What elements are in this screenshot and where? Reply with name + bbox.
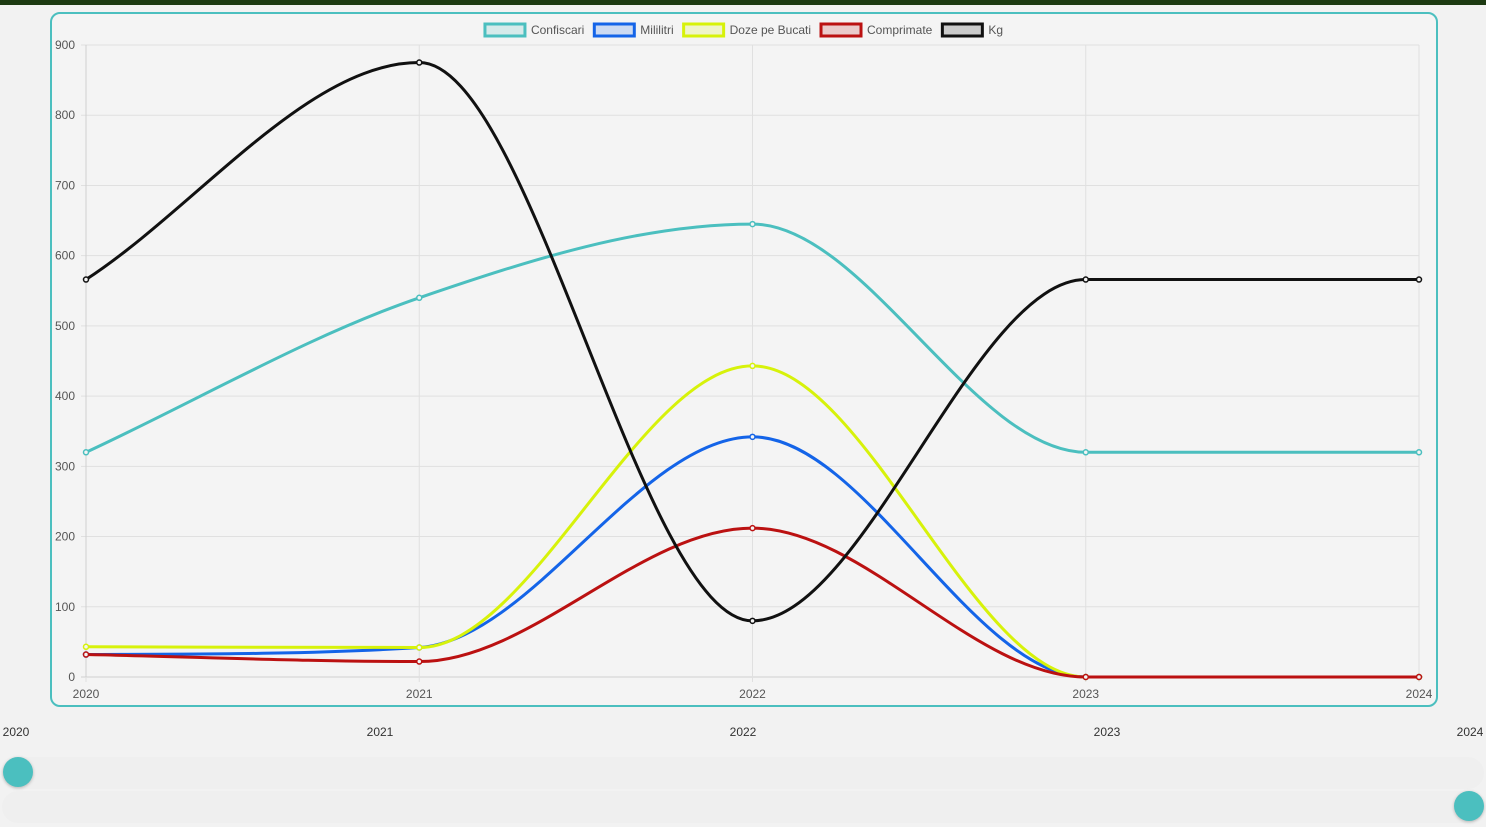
legend-label-comprimate: Comprimate — [867, 23, 933, 37]
x-tick-label-2020: 2020 — [73, 687, 100, 701]
point-comprimate-2024 — [1415, 673, 1423, 681]
point-kg-2022 — [749, 617, 756, 625]
y-tick-label-500: 500 — [55, 319, 75, 333]
point-mililitri-2022 — [749, 433, 756, 441]
legend-item-confiscari[interactable]: Confiscari — [483, 22, 584, 38]
point-kg-2021 — [416, 59, 423, 66]
legend-swatch-mililitri — [592, 22, 636, 38]
x-tick-label-2021: 2021 — [406, 687, 433, 701]
legend-swatch-kg — [940, 22, 984, 38]
point-confiscari-2021 — [416, 294, 423, 302]
point-doze-pe-bucati-2020 — [82, 643, 90, 651]
y-tick-label-0: 0 — [68, 670, 75, 684]
point-kg-2023 — [1082, 276, 1089, 283]
range-slider-min-handle[interactable] — [3, 757, 33, 787]
range-slider-max-track[interactable] — [2, 791, 1484, 823]
year-label-2022: 2022 — [729, 725, 757, 739]
y-tick-label-300: 300 — [55, 459, 75, 473]
series-line-kg — [85, 61, 1419, 623]
point-doze-pe-bucati-2022 — [749, 362, 756, 370]
x-tick-label-2022: 2022 — [739, 687, 766, 701]
legend-label-kg: Kg — [988, 23, 1003, 37]
x-tick-label-2023: 2023 — [1072, 687, 1099, 701]
point-comprimate-2021 — [416, 658, 423, 665]
year-scale: 2020 2021 2022 2023 2024 — [0, 725, 1486, 743]
legend-swatch-confiscari — [483, 22, 527, 38]
year-label-2020: 2020 — [2, 725, 30, 739]
legend-item-comprimate[interactable]: Comprimate — [819, 22, 933, 38]
point-kg-2024 — [1415, 276, 1423, 283]
y-tick-label-200: 200 — [55, 530, 75, 544]
line-chart: 0 100 200 300 400 500 600 700 800 900 2020 2021 2022… — [55, 22, 1433, 701]
y-tick-label-700: 700 — [55, 178, 75, 192]
year-label-2024: 2024 — [1456, 725, 1484, 739]
y-tick-label-400: 400 — [55, 389, 75, 403]
y-tick-label-800: 800 — [55, 108, 75, 122]
legend-swatch-comprimate — [819, 22, 863, 38]
point-comprimate-2023 — [1082, 673, 1089, 681]
y-tick-label-900: 900 — [55, 38, 75, 52]
year-label-2023: 2023 — [1093, 725, 1121, 739]
range-slider-min-track[interactable] — [2, 757, 1484, 789]
legend-item-kg[interactable]: Kg — [940, 22, 1003, 38]
point-confiscari-2023 — [1082, 449, 1089, 456]
legend-item-doze-pe-bucati[interactable]: Doze pe Bucati — [682, 22, 811, 38]
point-confiscari-2022 — [749, 220, 756, 228]
point-confiscari-2020 — [82, 449, 90, 456]
point-comprimate-2020 — [82, 651, 90, 658]
top-bar — [0, 0, 1486, 5]
x-tick-label-2024: 2024 — [1406, 687, 1433, 701]
year-label-2021: 2021 — [366, 725, 394, 739]
range-slider-max-handle[interactable] — [1454, 791, 1484, 821]
point-kg-2020 — [82, 276, 90, 283]
legend-item-mililitri[interactable]: Mililitri — [592, 22, 674, 38]
legend-label-mililitri: Mililitri — [640, 23, 673, 37]
legend-swatch-doze-pe-bucati — [682, 22, 726, 38]
point-comprimate-2022 — [749, 524, 756, 532]
point-confiscari-2024 — [1415, 449, 1423, 456]
point-doze-pe-bucati-2021 — [416, 644, 423, 651]
y-tick-label-600: 600 — [55, 249, 75, 263]
chart-card: 0 100 200 300 400 500 600 700 800 900 2020 2021 2022… — [50, 12, 1438, 707]
legend-label-doze-pe-bucati: Doze pe Bucati — [730, 23, 811, 37]
legend-label-confiscari: Confiscari — [531, 23, 584, 37]
y-tick-label-100: 100 — [55, 600, 75, 614]
